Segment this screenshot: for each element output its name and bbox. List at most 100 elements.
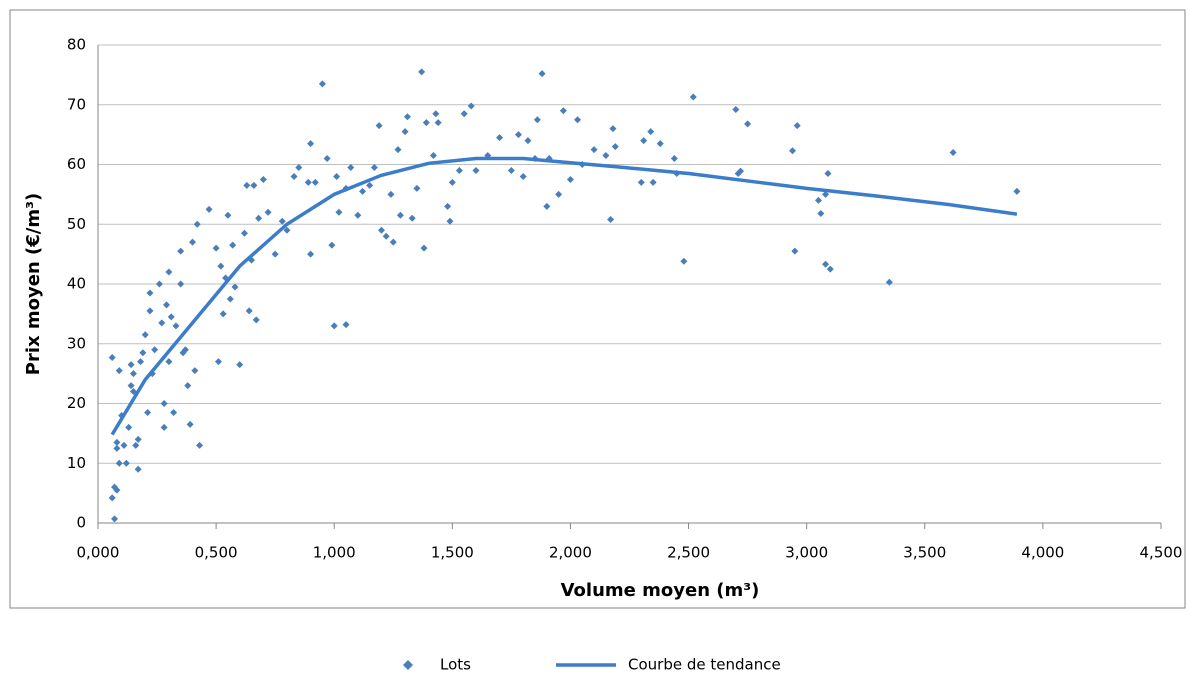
scatter-point <box>611 143 619 151</box>
y-tick-label: 80 <box>67 36 86 54</box>
scatter-point <box>420 244 428 252</box>
scatter-point <box>826 265 834 273</box>
scatter-point <box>146 307 154 315</box>
scatter-point <box>514 131 522 139</box>
scatter-point <box>1013 187 1021 195</box>
scatter-point <box>188 238 196 246</box>
scatter-point <box>224 211 232 219</box>
scatter-point <box>165 268 173 276</box>
x-tick-label: 2,000 <box>549 544 592 562</box>
scatter-point <box>387 190 395 198</box>
scatter-point <box>271 250 279 258</box>
scatter-point <box>689 93 697 101</box>
scatter-point <box>354 211 362 219</box>
scatter-point <box>212 244 220 252</box>
scatter-point <box>127 382 135 390</box>
scatter-point <box>408 214 416 222</box>
y-tick-label: 60 <box>67 155 86 173</box>
scatter-point <box>108 494 116 502</box>
scatter-point <box>330 322 338 330</box>
scatter-point <box>134 435 142 443</box>
scatter-point <box>359 187 367 195</box>
scatter-point <box>389 238 397 246</box>
x-tick-label: 0,500 <box>195 544 238 562</box>
scatter-point <box>370 163 378 171</box>
scatter-point <box>165 358 173 366</box>
scatter-point <box>181 346 189 354</box>
scatter-point <box>259 175 267 183</box>
x-tick-label: 4,000 <box>1021 544 1064 562</box>
scatter-point <box>413 184 421 192</box>
scatter-point <box>347 163 355 171</box>
scatter-point <box>793 122 801 130</box>
scatter-point <box>403 113 411 121</box>
x-tick-label: 3,000 <box>785 544 828 562</box>
scatter-point <box>214 358 222 366</box>
scatter-point <box>382 232 390 240</box>
scatter-point <box>311 178 319 186</box>
scatter-point <box>602 152 610 160</box>
scatter-point <box>193 220 201 228</box>
scatter-point <box>111 515 119 523</box>
scatter-point <box>186 420 194 428</box>
scatter-point <box>196 441 204 449</box>
legend-label: Lots <box>440 656 471 674</box>
scatter-point <box>949 149 957 157</box>
scatter-point <box>396 211 404 219</box>
scatter-point <box>113 438 121 446</box>
scatter-point <box>609 125 617 133</box>
scatter-point <box>113 444 121 452</box>
y-tick-label: 30 <box>67 334 86 352</box>
scatter-point <box>141 331 149 339</box>
y-tick-label: 50 <box>67 215 86 233</box>
y-tick-label: 0 <box>76 514 86 532</box>
scatter-point <box>366 181 374 189</box>
scatter-point <box>744 120 752 128</box>
scatter-point <box>125 423 133 431</box>
scatter-point <box>184 382 192 390</box>
scatter-point <box>205 205 213 213</box>
scatter-point <box>236 361 244 369</box>
scatter-point <box>533 116 541 124</box>
x-axis-title: Volume moyen (m³) <box>561 580 760 601</box>
scatter-point <box>283 226 291 234</box>
scatter-point <box>115 367 123 375</box>
scatter-point <box>472 166 480 174</box>
scatter-point <box>160 400 168 407</box>
legend-marker <box>403 660 413 670</box>
scatter-point <box>656 140 664 148</box>
y-tick-label: 10 <box>67 454 86 472</box>
scatter-point <box>496 134 504 142</box>
scatter-point <box>229 241 237 249</box>
scatter-point <box>822 190 830 198</box>
scatter-point <box>158 319 166 327</box>
scatter-point <box>574 116 582 124</box>
scatter-point <box>538 70 546 78</box>
scatter-point <box>307 250 315 258</box>
scatter-point <box>127 361 135 369</box>
scatter-point <box>250 181 258 189</box>
scatter-point <box>252 316 260 324</box>
x-tick-label: 1,000 <box>313 544 356 562</box>
scatter-point <box>446 217 454 225</box>
scatter-point <box>444 202 452 210</box>
scatter-point <box>640 137 648 145</box>
scatter-point <box>139 349 147 357</box>
scatter-point <box>670 155 678 163</box>
scatter-point <box>307 140 315 148</box>
scatter-point <box>590 146 598 154</box>
scatter-point <box>113 486 121 494</box>
scatter-point <box>732 106 740 114</box>
chart-frame <box>9 9 1186 609</box>
scatter-point <box>507 166 515 174</box>
scatter-point <box>278 217 286 225</box>
scatter-point <box>401 128 409 136</box>
scatter-point <box>137 358 145 366</box>
y-tick-label: 40 <box>67 275 86 293</box>
x-tick-label: 1,500 <box>431 544 474 562</box>
scatter-point <box>240 229 248 237</box>
scatter-point <box>151 346 159 354</box>
scatter-point <box>394 146 402 154</box>
scatter-point <box>524 137 532 145</box>
y-axis-title: Prix moyen (€/m³) <box>23 193 44 375</box>
